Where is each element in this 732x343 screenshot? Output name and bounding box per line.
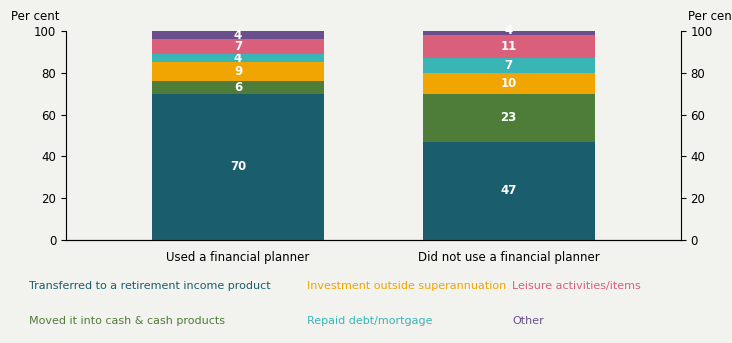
Bar: [422, 35, 594, 58]
Text: 4: 4: [504, 24, 512, 37]
Text: Repaid debt/mortgage: Repaid debt/mortgage: [307, 316, 433, 326]
Text: 4: 4: [234, 28, 242, 42]
Bar: [152, 81, 324, 94]
Bar: [152, 31, 324, 39]
Text: 11: 11: [501, 40, 517, 53]
Text: Moved it into cash & cash products: Moved it into cash & cash products: [29, 316, 225, 326]
Text: 47: 47: [501, 185, 517, 198]
Bar: [422, 58, 594, 73]
Text: 4: 4: [234, 51, 242, 64]
Text: Leisure activities/items: Leisure activities/items: [512, 281, 641, 292]
Bar: [422, 27, 594, 35]
Text: 9: 9: [234, 65, 242, 78]
Bar: [422, 142, 594, 240]
Text: 7: 7: [234, 40, 242, 53]
Bar: [422, 73, 594, 94]
Bar: [152, 62, 324, 81]
Text: 6: 6: [234, 81, 242, 94]
Bar: [152, 39, 324, 54]
Bar: [422, 94, 594, 142]
Text: 10: 10: [501, 77, 517, 90]
Text: Per cent: Per cent: [10, 10, 59, 23]
Text: Other: Other: [512, 316, 544, 326]
Text: 7: 7: [504, 59, 512, 72]
Text: Investment outside superannuation: Investment outside superannuation: [307, 281, 507, 292]
Text: 23: 23: [501, 111, 517, 124]
Text: Transferred to a retirement income product: Transferred to a retirement income produ…: [29, 281, 271, 292]
Text: 70: 70: [230, 161, 246, 173]
Text: Per cent: Per cent: [687, 10, 732, 23]
Bar: [152, 94, 324, 240]
Bar: [152, 54, 324, 62]
